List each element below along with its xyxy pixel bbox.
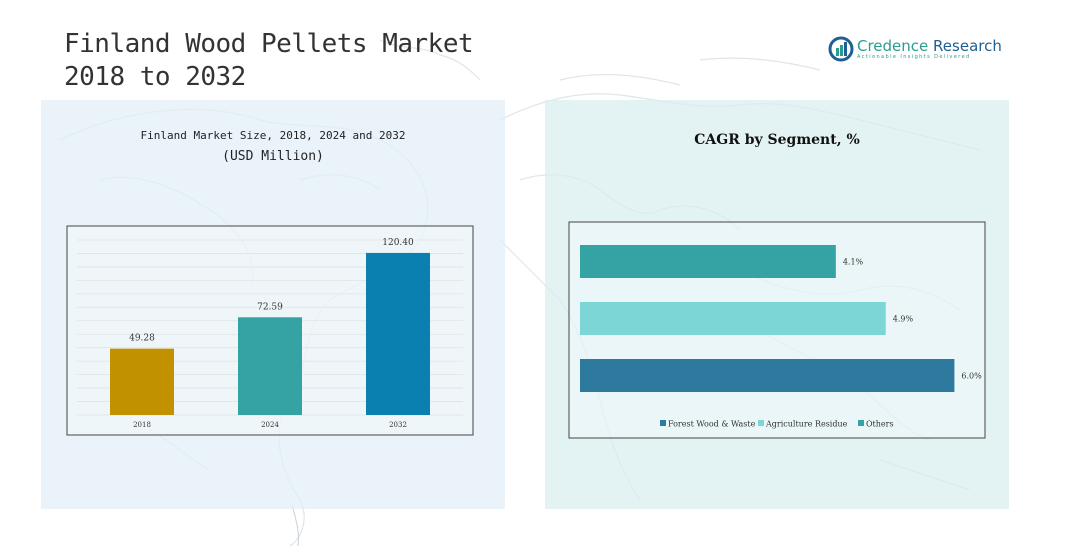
logo-name-part1: Credence (857, 36, 929, 55)
cagr-panel: CAGR by Segment, % 4.1% 4.9% 6.0% Forest Woo… (545, 100, 1009, 509)
chart-title: Finland Market Size, 2018, 2024 and 2032 (141, 129, 406, 142)
bar (366, 252, 430, 415)
legend-label: Agriculture Residue (765, 420, 848, 429)
logo-tagline: Actionable Insights Delivered (857, 53, 971, 60)
bar (110, 348, 174, 415)
x-tick-label: 2024 (261, 421, 279, 429)
data-label: 72.59 (257, 302, 283, 312)
legend-item: Forest Wood & Waste (660, 420, 756, 429)
data-label: 49.28 (129, 334, 155, 344)
bar (580, 245, 836, 278)
logo-name: Credence Research (857, 38, 1002, 54)
logo-name-part2: Research (928, 36, 1002, 55)
bar (238, 317, 302, 415)
cagr-horizontal-bar-chart: CAGR by Segment, % 4.1% 4.9% 6.0% Forest Woo… (568, 132, 986, 439)
chart-title: CAGR by Segment, % (694, 132, 860, 148)
data-label: 6.0% (961, 372, 982, 381)
data-label: 120.40 (382, 238, 414, 248)
x-tick-label: 2032 (389, 421, 407, 429)
legend-swatch (660, 420, 666, 426)
market-size-panel: Finland Market Size, 2018, 2024 and 2032… (41, 100, 505, 509)
legend-item: Others (858, 420, 894, 429)
market-size-bar-chart: Finland Market Size, 2018, 2024 and 2032… (66, 129, 474, 436)
page-title-line1: Finland Wood Pellets Market (64, 29, 474, 59)
legend-swatch (758, 420, 764, 426)
legend-swatch (858, 420, 864, 426)
legend-label: Others (866, 420, 894, 429)
credence-logo-icon (828, 36, 854, 62)
data-label: 4.9% (893, 315, 914, 324)
page-title-line2: 2018 to 2032 (64, 62, 246, 92)
legend: Forest Wood & Waste Agriculture Residue Ot… (660, 420, 894, 429)
x-tick-label: 2018 (133, 421, 151, 429)
bar (580, 359, 955, 392)
chart-subtitle: (USD Million) (222, 149, 324, 164)
page-title: Finland Wood Pellets Market 2018 to 2032 (64, 28, 474, 94)
legend-item: Agriculture Residue (758, 420, 848, 429)
legend-label: Forest Wood & Waste (668, 420, 756, 429)
bar (580, 302, 886, 335)
brand-logo: Credence Research Actionable Insights De… (828, 36, 1002, 62)
data-label: 4.1% (843, 258, 864, 267)
